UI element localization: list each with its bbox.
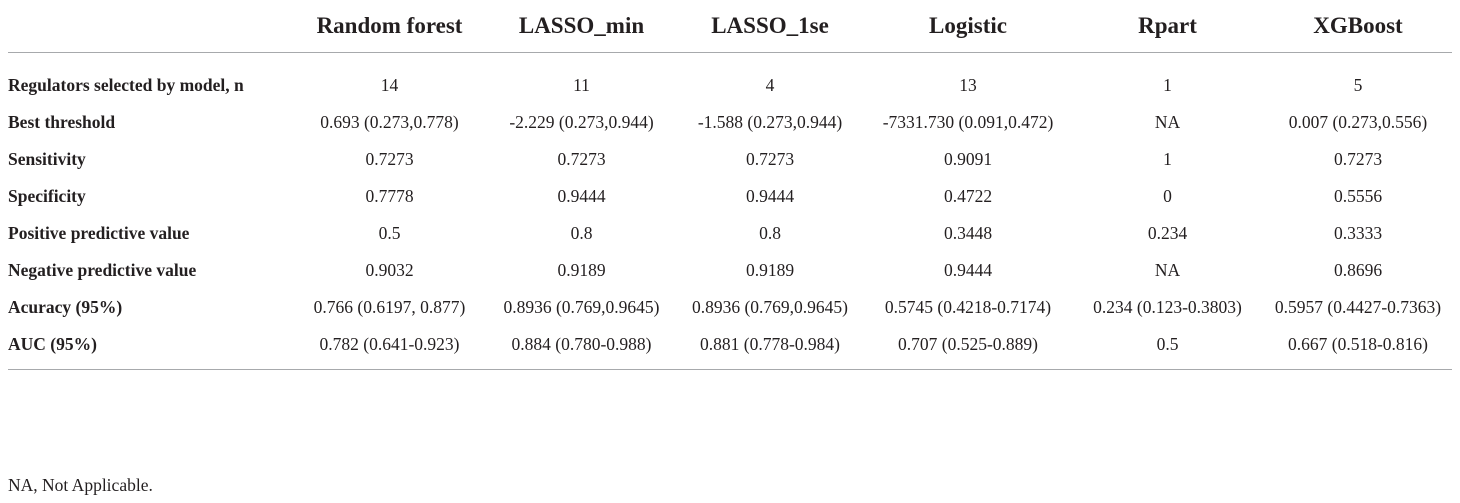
cell-lasso-1se: -1.588 (0.273,0.944) [697, 112, 843, 132]
cell-logistic: 0.707 (0.525-0.889) [865, 331, 1071, 370]
cell-lasso-1se: 0.8 [759, 223, 781, 243]
header-lasso-1se: LASSO_1se [675, 0, 865, 53]
cell-xgboost: 0.667 (0.518-0.816) [1264, 331, 1452, 370]
cell-rpart: 0.5 [1071, 331, 1264, 370]
table-row-regulators: Regulators selected by model, n 14 11 4 … [8, 53, 1452, 110]
table-header: Random forest LASSO_min LASSO_1se Logist… [8, 0, 1452, 53]
cell-logistic: 13 [959, 75, 977, 95]
table-row-auc: AUC (95%) 0.782 (0.641-0.923) 0.884 (0.7… [8, 331, 1452, 370]
cell-lasso-min: 0.8 [570, 223, 593, 243]
row-label: Negative predictive value [8, 260, 197, 280]
cell-lasso-min: 0.9444 [557, 186, 606, 206]
header-rpart: Rpart [1071, 0, 1264, 53]
header-lasso-min: LASSO_min [488, 0, 675, 53]
cell-xgboost: 0.8696 [1333, 260, 1383, 280]
cell-rpart: NA [1154, 112, 1181, 132]
cell-lasso-min: 0.9189 [557, 260, 606, 280]
table-row-sensitivity: Sensitivity 0.7273 0.7273 0.7273 0.9091 … [8, 146, 1452, 183]
cell-xgboost: 0.3333 [1333, 223, 1383, 243]
cell-rpart: NA [1154, 260, 1181, 280]
cell-lasso-min: -2.229 (0.273,0.944) [509, 112, 654, 132]
cell-random-forest: 0.693 (0.273,0.778) [320, 112, 459, 132]
cell-xgboost: 0.007 (0.273,0.556) [1288, 112, 1428, 132]
cell-random-forest: 0.7273 [365, 149, 414, 169]
cell-logistic: -7331.730 (0.091,0.472) [882, 112, 1054, 132]
header-xgboost: XGBoost [1264, 0, 1452, 53]
cell-logistic: 0.9444 [943, 260, 993, 280]
cell-random-forest: 0.766 (0.6197, 0.877) [313, 297, 466, 317]
row-label: Acuracy (95%) [8, 297, 123, 317]
header-random-forest: Random forest [291, 0, 488, 53]
cell-logistic: 0.4722 [943, 186, 993, 206]
table-footnote: NA, Not Applicable. [8, 475, 153, 495]
cell-rpart: 1 [1163, 149, 1172, 169]
row-label: Best threshold [8, 112, 116, 132]
cell-lasso-min: 0.7273 [557, 149, 606, 169]
cell-lasso-1se: 0.9189 [745, 260, 795, 280]
table-row-npv: Negative predictive value 0.9032 0.9189 … [8, 257, 1452, 294]
cell-rpart: 0.234 [1147, 223, 1188, 243]
row-label: Sensitivity [8, 149, 86, 169]
cell-logistic: 0.3448 [943, 223, 993, 243]
cell-lasso-1se: 0.7273 [745, 149, 795, 169]
cell-random-forest: 14 [380, 75, 399, 95]
cell-random-forest: 0.782 (0.641-0.923) [291, 331, 488, 370]
table-row-specificity: Specificity 0.7778 0.9444 0.9444 0.4722 … [8, 183, 1452, 220]
cell-lasso-1se: 0.8936 (0.769,0.9645) [691, 297, 849, 317]
cell-lasso-min: 0.884 (0.780-0.988) [488, 331, 675, 370]
cell-xgboost: 5 [1353, 75, 1363, 95]
cell-random-forest: 0.5 [378, 223, 401, 243]
model-comparison-table: Random forest LASSO_min LASSO_1se Logist… [8, 0, 1452, 370]
row-label: Positive predictive value [8, 223, 190, 243]
row-label: Regulators selected by model, n [8, 75, 244, 95]
table-row-accuracy: Acuracy (95%) 0.766 (0.6197, 0.877) 0.89… [8, 294, 1452, 331]
table-row-ppv: Positive predictive value 0.5 0.8 0.8 0.… [8, 220, 1452, 257]
cell-rpart: 1 [1163, 75, 1172, 95]
cell-xgboost: 0.5556 [1333, 186, 1383, 206]
model-comparison-table-wrapper: Random forest LASSO_min LASSO_1se Logist… [8, 0, 1452, 370]
table-body: Regulators selected by model, n 14 11 4 … [8, 53, 1452, 370]
cell-lasso-min: 11 [573, 75, 590, 95]
header-row: Random forest LASSO_min LASSO_1se Logist… [8, 0, 1452, 53]
row-label: AUC (95%) [8, 331, 291, 370]
header-logistic: Logistic [865, 0, 1071, 53]
cell-xgboost: 0.7273 [1333, 149, 1383, 169]
cell-lasso-1se: 0.9444 [745, 186, 795, 206]
cell-xgboost: 0.5957 (0.4427-0.7363) [1274, 297, 1442, 317]
table-row-best-threshold: Best threshold 0.693 (0.273,0.778) -2.22… [8, 109, 1452, 146]
cell-lasso-1se: 0.881 (0.778-0.984) [675, 331, 865, 370]
cell-rpart: 0 [1163, 186, 1172, 206]
cell-lasso-min: 0.8936 (0.769,0.9645) [503, 297, 660, 317]
cell-logistic: 0.5745 (0.4218-0.7174) [884, 297, 1052, 317]
cell-lasso-1se: 4 [765, 75, 775, 95]
cell-logistic: 0.9091 [943, 149, 993, 169]
cell-random-forest: 0.9032 [365, 260, 414, 280]
header-stub [8, 0, 291, 53]
cell-rpart: 0.234 (0.123-0.3803) [1093, 297, 1242, 317]
row-label: Specificity [8, 186, 86, 206]
cell-random-forest: 0.7778 [365, 186, 414, 206]
